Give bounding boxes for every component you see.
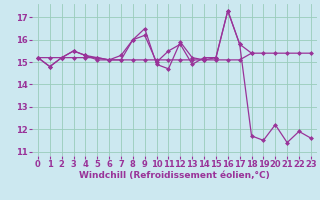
X-axis label: Windchill (Refroidissement éolien,°C): Windchill (Refroidissement éolien,°C)	[79, 171, 270, 180]
